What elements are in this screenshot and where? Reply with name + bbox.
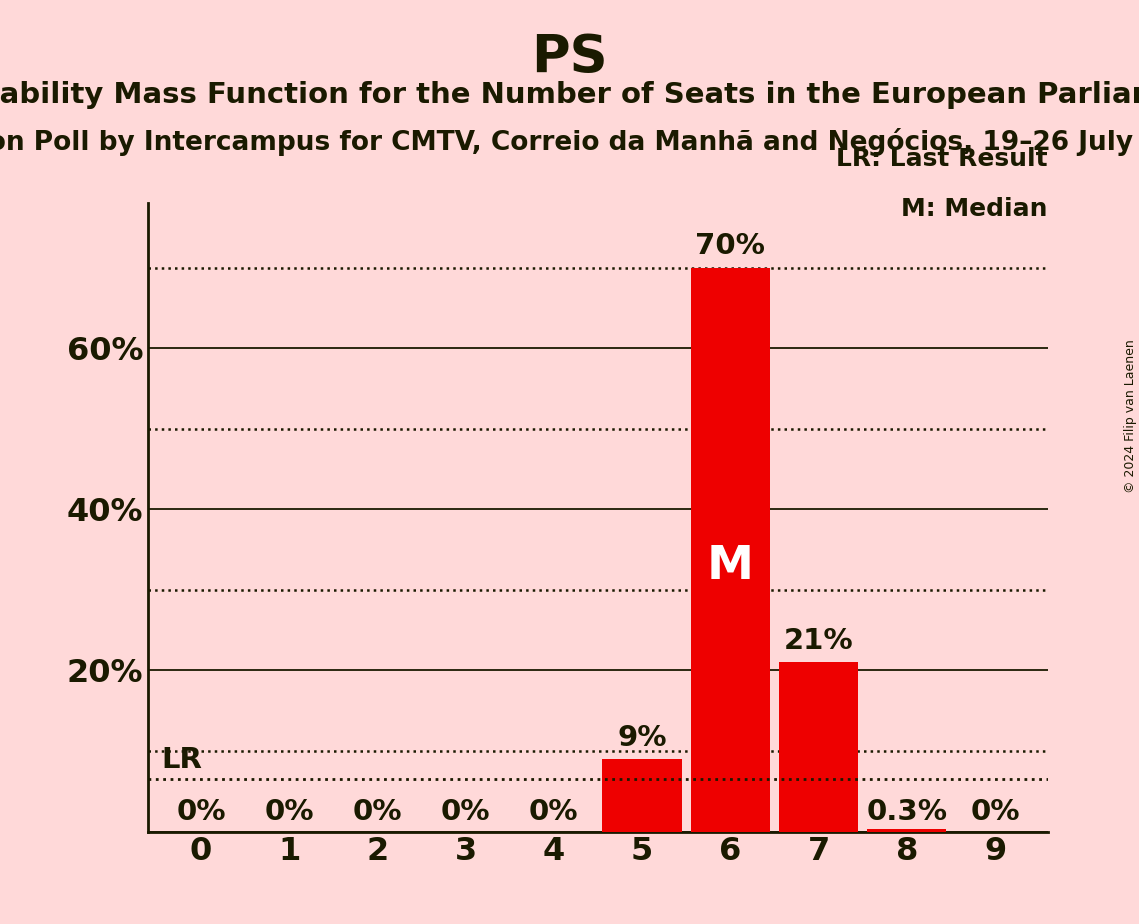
Text: 0%: 0%	[441, 798, 491, 826]
Text: 21%: 21%	[784, 627, 853, 655]
Text: 70%: 70%	[696, 233, 765, 261]
Text: M: Median: M: Median	[901, 197, 1048, 221]
Bar	[867, 829, 947, 832]
Text: Based on an Opinion Poll by Intercampus for CMTV, Correio da Manhã and Negócios,: Based on an Opinion Poll by Intercampus …	[0, 128, 1133, 155]
Text: PS: PS	[531, 32, 608, 84]
Text: 0%: 0%	[970, 798, 1019, 826]
Text: © 2024 Filip van Laenen: © 2024 Filip van Laenen	[1124, 339, 1137, 492]
Text: 0%: 0%	[264, 798, 314, 826]
Text: 0%: 0%	[530, 798, 579, 826]
Bar	[603, 760, 682, 832]
Text: 9%: 9%	[617, 723, 666, 752]
Text: 0.3%: 0.3%	[867, 798, 948, 826]
Text: M: M	[707, 544, 754, 590]
Text: Probability Mass Function for the Number of Seats in the European Parliament: Probability Mass Function for the Number…	[0, 81, 1139, 109]
Text: 0%: 0%	[353, 798, 402, 826]
Text: 0%: 0%	[177, 798, 226, 826]
Bar	[690, 268, 770, 832]
Text: LR: Last Result: LR: Last Result	[836, 147, 1048, 171]
Bar	[779, 663, 858, 832]
Text: LR: LR	[162, 746, 203, 773]
